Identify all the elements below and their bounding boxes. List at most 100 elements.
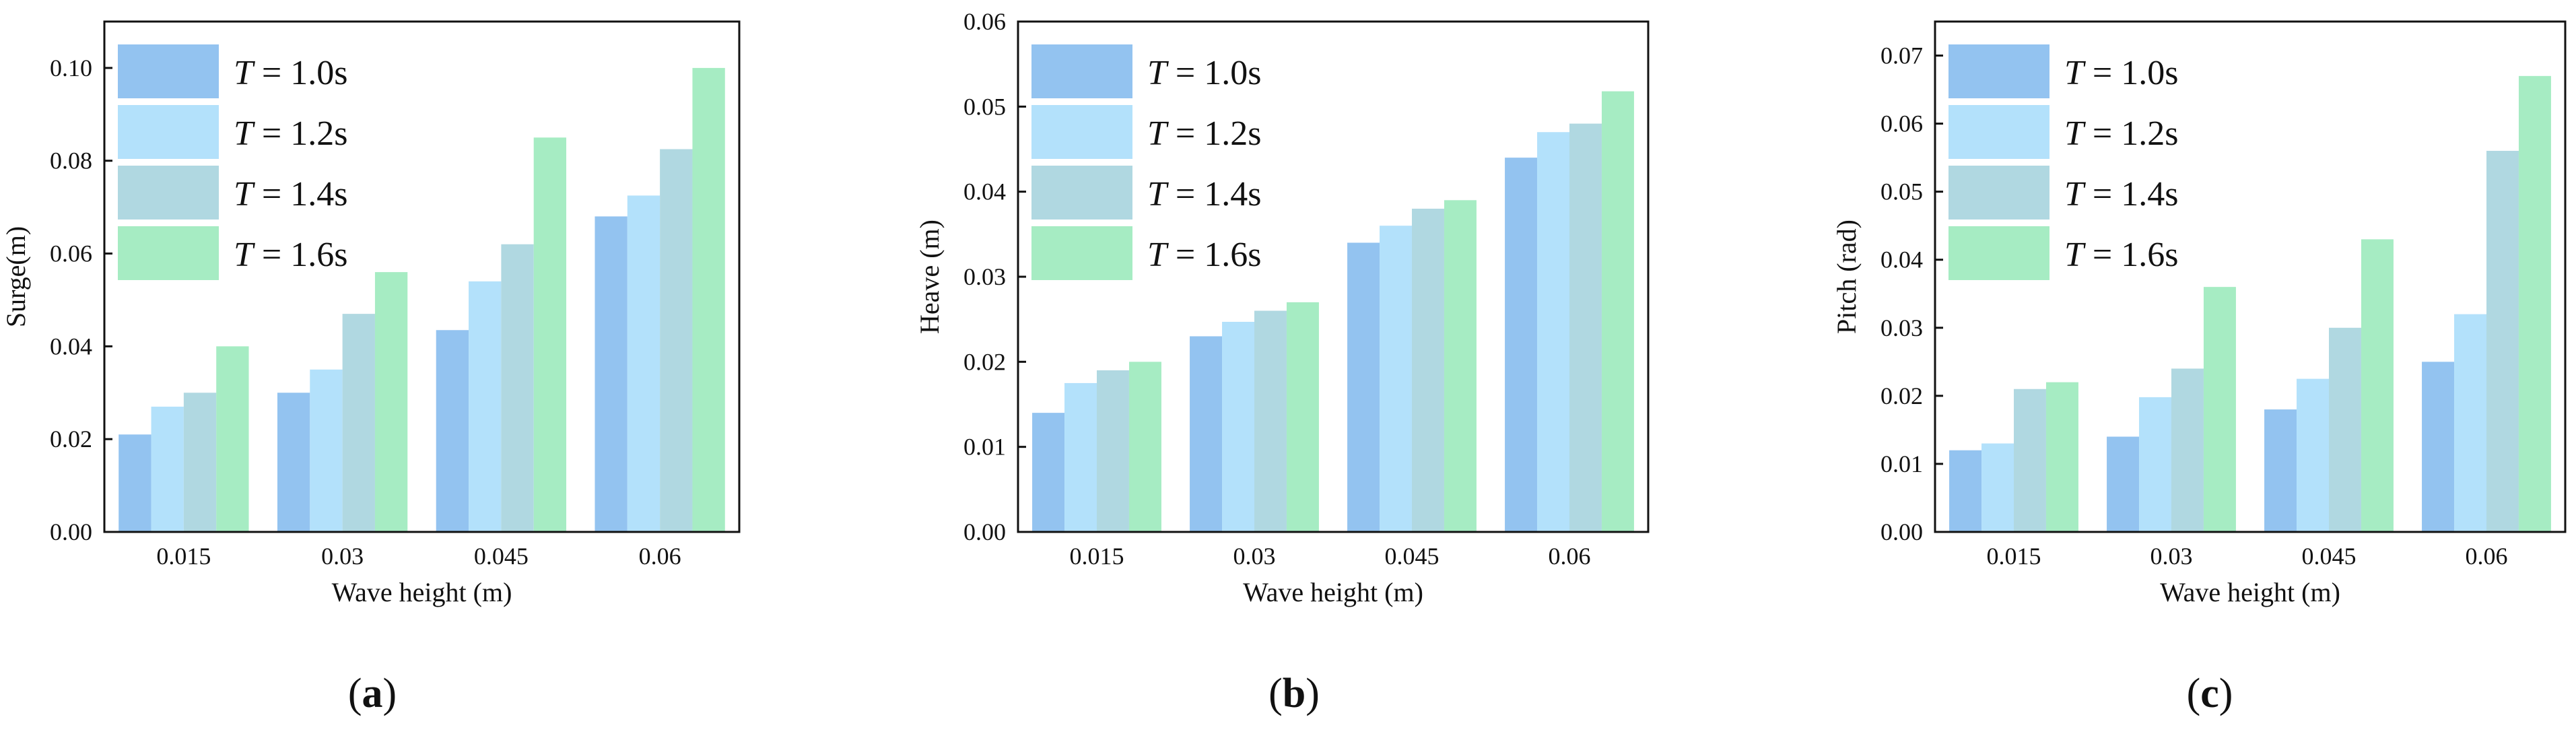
bar-b-s3-c2	[1444, 200, 1477, 532]
y-axis-title: Surge(m)	[1, 226, 31, 327]
panel-label-open: (	[2187, 671, 2201, 716]
x-tick-label: 0.015	[1070, 543, 1124, 570]
legend-symbol: T	[2064, 114, 2086, 153]
bar-a-s2-c3	[660, 149, 693, 532]
bar-a-s2-c1	[342, 314, 375, 532]
legend-value: = 1.2s	[253, 114, 348, 153]
plot-frame	[103, 20, 741, 533]
bar-a-s3-c0	[216, 346, 249, 532]
y-tick-label: 0.04	[963, 178, 1006, 205]
y-tick-label: 0.06	[50, 240, 92, 267]
legend-symbol: T	[1147, 236, 1169, 274]
y-axis-title: Pitch (rad)	[1831, 220, 1862, 334]
bar-b-s0-c1	[1190, 336, 1223, 532]
bar-c-s3-c1	[2203, 287, 2236, 532]
x-tick-label: 0.03	[2150, 543, 2193, 570]
legend-value: = 1.6s	[253, 236, 348, 274]
legend-label-1: T = 1.2s	[2064, 114, 2178, 153]
x-axis-title: Wave height (m)	[332, 577, 512, 607]
bar-a-s2-c0	[183, 393, 217, 532]
legend-swatch-2	[1031, 166, 1132, 220]
panel-label-close: )	[383, 671, 397, 716]
x-tick-label: 0.045	[474, 543, 529, 570]
bar-a-s3-c3	[692, 67, 725, 532]
legend-swatch-2	[1948, 166, 2049, 220]
bar-c-s2-c1	[2171, 368, 2204, 532]
bar-b-s1-c0	[1064, 382, 1097, 532]
legend-swatch-1	[1031, 105, 1132, 159]
x-tick-label: 0.045	[2302, 543, 2357, 570]
legend-swatch-3	[1031, 226, 1132, 280]
bar-c-s1-c2	[2297, 378, 2329, 532]
bar-b-s1-c2	[1380, 226, 1412, 532]
legend-label-2: T = 1.4s	[2064, 175, 2178, 213]
x-tick-label: 0.06	[639, 543, 681, 570]
legend-swatch-2	[118, 166, 219, 220]
bar-a-s3-c1	[374, 272, 408, 532]
y-tick-label: 0.07	[1880, 42, 1923, 69]
bar-b-s2-c0	[1097, 370, 1129, 532]
bar-a-s3-c2	[533, 137, 567, 532]
bar-c-s3-c2	[2361, 239, 2394, 532]
y-tick-label: 0.05	[963, 93, 1006, 120]
legend-value: = 1.0s	[2084, 54, 2179, 92]
x-axis-title: Wave height (m)	[1243, 577, 1423, 607]
x-axis-title: Wave height (m)	[2160, 577, 2340, 607]
bar-b-s0-c0	[1032, 413, 1065, 532]
y-tick-label: 0.01	[963, 434, 1006, 461]
x-tick-label: 0.015	[1987, 543, 2041, 570]
panel-label: (c)	[2187, 671, 2233, 716]
legend-label-3: T = 1.6s	[2064, 236, 2178, 274]
bar-a-s0-c2	[436, 330, 469, 532]
y-tick-label: 0.05	[1880, 178, 1923, 205]
y-tick-label: 0.03	[963, 263, 1006, 290]
y-tick-label: 0.03	[1880, 314, 1923, 341]
plot-frame	[1934, 20, 2567, 533]
x-tick-label: 0.015	[156, 543, 211, 570]
bar-b-s3-c1	[1286, 302, 1319, 532]
bar-c-s0-c0	[1949, 450, 1982, 532]
x-tick-label: 0.06	[1549, 543, 1591, 570]
legend-label-3: T = 1.6s	[234, 236, 347, 274]
panel-label-close: )	[1306, 671, 1320, 716]
bar-c-s2-c0	[2014, 389, 2046, 532]
y-tick-label: 0.02	[1880, 382, 1923, 409]
legend-swatch-3	[118, 226, 219, 280]
x-tick-label: 0.03	[321, 543, 364, 570]
legend-symbol: T	[2064, 54, 2086, 92]
bar-c-s0-c2	[2264, 409, 2297, 532]
bar-a-s1-c0	[151, 406, 184, 532]
bar-b-s1-c3	[1537, 132, 1569, 533]
panel-label-letter: a	[362, 671, 383, 716]
y-tick-label: 0.02	[963, 348, 1006, 375]
bar-c-s3-c3	[2518, 75, 2551, 533]
y-tick-label: 0.00	[963, 518, 1006, 545]
legend-swatch-1	[1948, 105, 2049, 159]
legend-value: = 1.4s	[253, 175, 348, 213]
legend-label-0: T = 1.0s	[234, 54, 347, 92]
bar-b-s2-c2	[1412, 208, 1444, 532]
legend-symbol: T	[1147, 114, 1169, 153]
legend-value: = 1.4s	[2084, 175, 2179, 213]
y-tick-label: 0.00	[1880, 518, 1923, 545]
panel-label: (a)	[348, 671, 397, 716]
bar-c-s0-c3	[2422, 362, 2455, 532]
y-tick-label: 0.08	[50, 147, 92, 174]
bar-b-s3-c0	[1128, 362, 1161, 532]
legend-value: = 1.6s	[1167, 236, 1262, 274]
legend-swatch-1	[118, 105, 219, 159]
legend-symbol: T	[234, 236, 255, 274]
legend-symbol: T	[2064, 236, 2086, 274]
legend-value: = 1.2s	[1167, 114, 1262, 153]
panel-label-open: (	[1268, 671, 1283, 716]
panel-label-letter: c	[2200, 671, 2219, 716]
bar-c-s2-c3	[2486, 151, 2519, 532]
y-tick-label: 0.06	[1880, 110, 1923, 137]
y-tick-label: 0.10	[50, 55, 92, 81]
legend-swatch-3	[1948, 226, 2049, 280]
y-tick-label: 0.02	[50, 426, 92, 452]
bar-b-s2-c1	[1254, 310, 1287, 532]
legend-label-0: T = 1.0s	[2064, 54, 2178, 92]
